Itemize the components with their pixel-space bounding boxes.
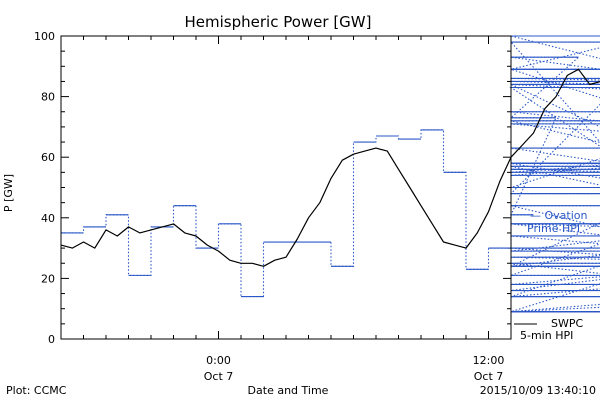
y-tick-label: 60: [41, 151, 55, 164]
y-tick-label: 100: [34, 30, 55, 43]
chart-title: Hemispheric Power [GW]: [185, 13, 372, 31]
plot-credit: Plot: CCMC: [6, 384, 67, 397]
ovation-series: [61, 35, 600, 313]
x-tick-label-date: Oct 7: [204, 370, 234, 383]
y-tick-label: 0: [48, 333, 55, 346]
swpc-series: [60, 68, 600, 267]
plot-frame: [60, 35, 512, 340]
x-tick-label-time: 12:00: [473, 354, 505, 367]
legend-ovation-line2: Prime HPI: [527, 222, 580, 235]
plot-timestamp: 2015/10/09 13:40:10: [480, 384, 596, 397]
y-tick-label: 40: [41, 212, 55, 225]
y-tick-labels: 0 20 40 60 80 100: [34, 30, 55, 346]
axis-ticks: [60, 35, 512, 340]
y-tick-label: 80: [41, 91, 55, 104]
x-tick-label-time: 0:00: [206, 354, 231, 367]
legend-swpc-line2: 5-min HPI: [520, 329, 573, 342]
y-axis-label: P [GW]: [2, 174, 15, 212]
x-tick-label-date: Oct 7: [474, 370, 504, 383]
legend-swpc-line1: SWPC: [551, 317, 583, 330]
x-axis-label: Date and Time: [248, 384, 329, 397]
y-tick-label: 20: [41, 272, 55, 285]
legend: — Ovation Prime HPI SWPC 5-min HPI: [514, 209, 588, 342]
series-line-swpc-hpi: [60, 68, 600, 267]
legend-ovation-line1: — Ovation: [530, 209, 588, 222]
series-line-ovation-prime-hpi: [61, 35, 600, 313]
